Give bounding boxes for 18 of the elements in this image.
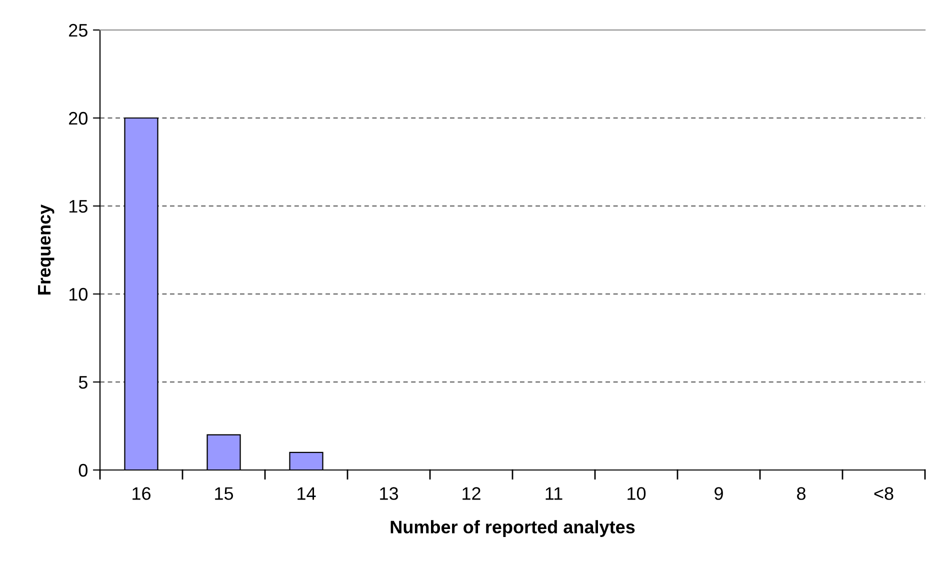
y-tick-label: 15 (69, 200, 88, 213)
x-tick-label: 10 (628, 487, 646, 500)
x-tick-label: 9 (714, 487, 723, 500)
x-tick-label: 16 (132, 487, 150, 500)
y-tick-label: 25 (69, 24, 88, 37)
x-tick-label: 8 (797, 487, 806, 500)
x-tick-label: 15 (215, 487, 234, 500)
x-tick-label: 14 (298, 487, 316, 500)
y-tick-label: 10 (69, 288, 88, 301)
x-tick-label: 13 (380, 487, 398, 500)
y-axis-title: Frequency (38, 204, 54, 294)
x-tick-label: 12 (462, 487, 480, 500)
y-tick-label: 5 (78, 376, 88, 389)
x-tick-label: 11 (546, 487, 562, 500)
y-tick-label: 0 (78, 464, 88, 477)
x-axis-title: Number of reported analytes (390, 520, 635, 537)
y-tick-label: 20 (69, 112, 88, 125)
x-tick-label: <8 (874, 487, 894, 500)
